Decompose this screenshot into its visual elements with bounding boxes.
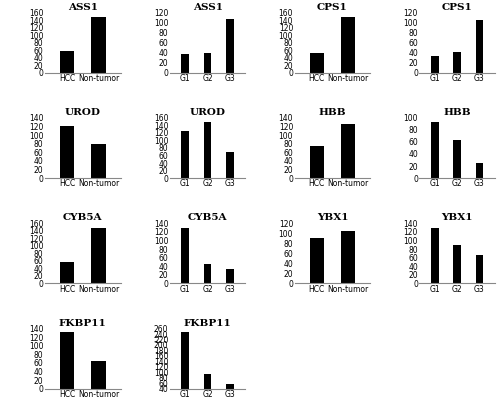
Bar — [310, 238, 324, 283]
Bar — [431, 56, 439, 73]
Bar — [310, 53, 324, 73]
Title: ASS1: ASS1 — [68, 3, 98, 12]
Bar — [454, 140, 461, 178]
Bar — [476, 255, 484, 283]
Title: CPS1: CPS1 — [442, 3, 472, 12]
Bar — [92, 361, 106, 389]
Bar — [454, 245, 461, 283]
Bar — [226, 153, 234, 178]
Title: FKBP11: FKBP11 — [59, 319, 106, 328]
Title: CYB5A: CYB5A — [63, 214, 102, 222]
Title: UROD: UROD — [190, 108, 226, 117]
Bar — [182, 332, 190, 400]
Bar — [182, 131, 190, 178]
Bar — [182, 54, 190, 73]
Bar — [60, 51, 74, 73]
Title: HBB: HBB — [444, 108, 471, 117]
Bar — [60, 331, 74, 389]
Bar — [431, 227, 439, 283]
Bar — [310, 146, 324, 178]
Bar — [476, 20, 484, 73]
Bar — [60, 127, 74, 178]
Bar — [182, 228, 190, 283]
Bar — [226, 18, 234, 73]
Bar — [341, 124, 355, 178]
Bar — [92, 228, 106, 283]
Bar — [431, 122, 439, 178]
Title: YBX1: YBX1 — [442, 214, 473, 222]
Bar — [226, 269, 234, 283]
Bar — [226, 384, 234, 400]
Title: HBB: HBB — [318, 108, 346, 117]
Bar — [476, 163, 484, 178]
Title: YBX1: YBX1 — [316, 214, 348, 222]
Bar — [60, 262, 74, 283]
Bar — [341, 231, 355, 283]
Title: CPS1: CPS1 — [317, 3, 348, 12]
Title: UROD: UROD — [65, 108, 101, 117]
Title: CYB5A: CYB5A — [188, 214, 228, 222]
Bar — [204, 374, 212, 400]
Bar — [92, 17, 106, 73]
Title: ASS1: ASS1 — [192, 3, 222, 12]
Bar — [341, 17, 355, 73]
Bar — [92, 144, 106, 178]
Bar — [204, 264, 212, 283]
Bar — [454, 52, 461, 73]
Title: FKBP11: FKBP11 — [184, 319, 232, 328]
Bar — [204, 122, 212, 178]
Bar — [204, 53, 212, 73]
